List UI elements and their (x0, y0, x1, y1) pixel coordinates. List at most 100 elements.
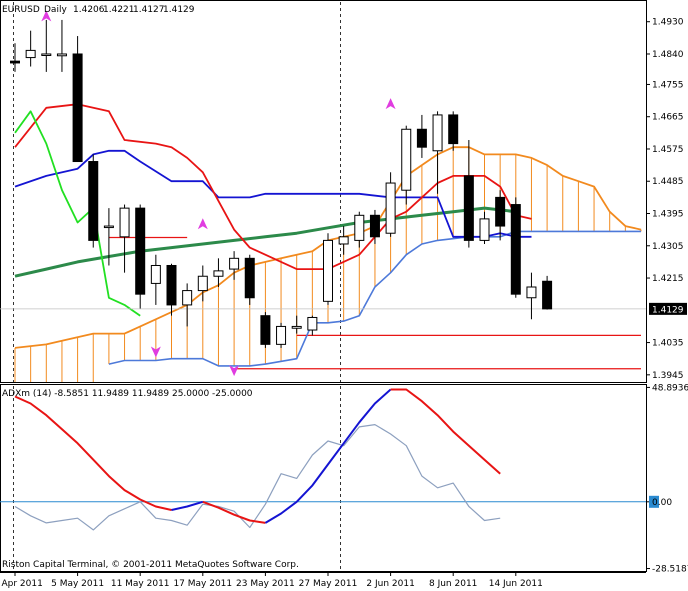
adx-tick-label-1: 0.00 (652, 498, 672, 508)
current-price-label: 1.4129 (652, 305, 684, 315)
candle-12 (197, 265, 208, 302)
candle-body-34 (542, 280, 553, 310)
candle-body-9 (150, 264, 161, 284)
candle-body-26 (416, 128, 427, 148)
adx-zero-box (649, 495, 659, 508)
candle-body-13 (213, 270, 224, 277)
copyright-text: Riston Capital Terminal, © 2001-2011 Met… (2, 560, 299, 570)
up-arrow-icon-1 (197, 218, 208, 230)
time-label-2: 11 May 2011 (111, 579, 170, 589)
candle-34 (542, 275, 553, 310)
candle-body-30 (479, 218, 490, 241)
candle-1 (25, 30, 36, 67)
candle-13 (213, 258, 224, 287)
candle-body-18 (291, 325, 302, 329)
chart-timeframe: Daily (44, 5, 67, 15)
indicator-lines (0, 103, 646, 370)
candle-6 (103, 208, 114, 266)
down-arrow-icon-1 (229, 365, 240, 377)
adx-panel-frame (0, 384, 647, 572)
candle-3 (56, 19, 67, 72)
candle-17 (276, 322, 287, 348)
candle-body-21 (338, 236, 349, 245)
chart-low: 1.4127 (133, 5, 165, 15)
candle-body-33 (526, 286, 537, 299)
candle-body-10 (166, 264, 177, 306)
candle-body-20 (323, 239, 333, 302)
chart-high: 1.4221 (103, 5, 135, 15)
price-panel-frame (0, 0, 647, 383)
candle-11 (182, 283, 193, 327)
candle-29 (463, 140, 474, 248)
candle-16 (260, 312, 271, 348)
chart-frame (0, 0, 647, 573)
candle-5 (88, 154, 99, 248)
price-tick-label-3: 1.4665 (652, 113, 684, 123)
candle-22 (354, 211, 365, 248)
adx-title: ADXm (14) -8.5851 11.9489 11.9489 25.000… (2, 389, 253, 399)
candle-body-32 (510, 204, 521, 295)
price-tick-label-7: 1.4305 (652, 242, 684, 252)
price-tick-label-1: 1.4840 (652, 50, 684, 60)
price-tick-label-6: 1.4395 (652, 210, 684, 220)
candle-body-29 (463, 175, 474, 241)
adx-tick-label-0: 48.8936 (652, 383, 688, 393)
chart-open: 1.4206 (73, 5, 105, 15)
candle-body-7 (119, 207, 130, 238)
price-tick-label-10: 1.3945 (652, 371, 684, 381)
candle-body-1 (25, 49, 36, 59)
candle-24 (385, 172, 396, 237)
senkou-b-line (108, 230, 641, 367)
price-tick-label-2: 1.4755 (652, 80, 684, 90)
candle-body-24 (385, 182, 396, 234)
candle-30 (479, 211, 490, 244)
adx-di-line (14, 424, 501, 531)
time-label-1: 5 May 2011 (51, 579, 104, 589)
adx-up-line-2 (264, 388, 392, 524)
candle-4 (72, 36, 83, 163)
candle-body-28 (448, 114, 459, 145)
candle-body-3 (56, 53, 67, 57)
candle-body-15 (244, 257, 255, 299)
time-label-3: 17 May 2011 (173, 579, 232, 589)
adx-up-line-1 (171, 500, 204, 511)
candle-body-16 (260, 315, 271, 345)
senkou-a-line (14, 146, 642, 349)
candle-body-23 (369, 214, 380, 238)
down-arrow-icon-0 (150, 346, 161, 358)
candle-15 (244, 254, 255, 305)
grid (13, 2, 341, 572)
candle-body-11 (182, 290, 193, 306)
candle-8 (135, 204, 146, 309)
price-tick-label-9: 1.4035 (652, 339, 684, 349)
candle-33 (526, 272, 537, 320)
chart-symbol: EURUSD (2, 5, 40, 15)
candle-body-2 (41, 53, 52, 56)
price-tick-label-4: 1.4575 (652, 145, 684, 155)
candle-body-22 (354, 214, 365, 241)
candle-27 (432, 111, 443, 194)
candle-2 (41, 19, 52, 72)
candle-14 (229, 251, 240, 280)
moving-average-line (14, 206, 516, 278)
candle-body-25 (401, 128, 412, 191)
candle-20 (323, 233, 333, 305)
candle-body-12 (197, 275, 208, 292)
time-label-6: 2 Jun 2011 (366, 579, 414, 589)
time-label-0: 29 Apr 2011 (0, 579, 43, 589)
candle-0 (10, 43, 20, 72)
candle-body-17 (276, 325, 287, 345)
candle-25 (401, 125, 412, 205)
candle-21 (338, 226, 349, 255)
adx-down-line-1 (14, 395, 172, 511)
candle-7 (119, 204, 130, 273)
signal-marks (41, 10, 396, 377)
axes: 1.4930 1.4840 1.4755 1.4665 1.4575 1.4485 1.43… (0, 18, 688, 589)
chikou-line (14, 110, 141, 317)
candle-body-14 (229, 257, 240, 270)
candle-26 (416, 114, 427, 158)
current-price-box (649, 302, 687, 315)
time-label-5: 27 May 2011 (299, 579, 358, 589)
candle-19 (307, 315, 318, 336)
